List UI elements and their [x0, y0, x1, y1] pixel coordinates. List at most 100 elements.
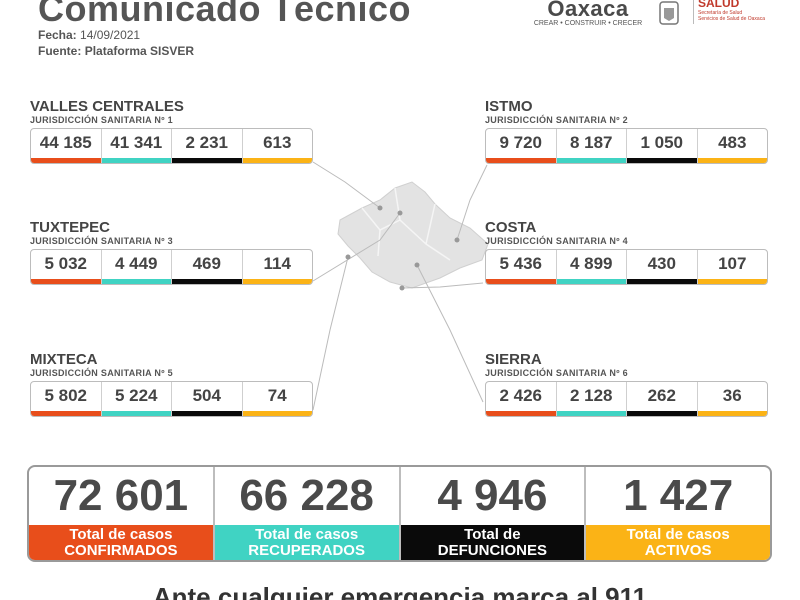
stat-defunciones: 504	[172, 382, 243, 416]
region-stats: 5 802 5 224 504 74	[30, 381, 313, 417]
oaxaca-logo-word: Oaxaca	[547, 0, 629, 21]
stat-value: 5 032	[44, 254, 88, 273]
confirmados-bar	[31, 279, 101, 284]
source-line: Fuente: Plataforma SISVER	[38, 44, 194, 58]
date-label: Fecha:	[38, 28, 77, 42]
total-recuperados: 66 228 Total de casos RECUPERADOS	[214, 467, 401, 560]
stat-value: 483	[718, 133, 747, 152]
total-label-line1: Total de	[464, 526, 521, 543]
stat-confirmados: 5 032	[31, 250, 102, 284]
recuperados-bar	[101, 158, 171, 163]
total-label: Total de casos RECUPERADOS	[214, 525, 399, 560]
region-stats: 9 720 8 187 1 050 483	[485, 128, 768, 164]
region-name: ISTMO	[485, 98, 533, 115]
oaxaca-logo: Oaxaca CREAR • CONSTRUIR • CRECER	[533, 0, 643, 27]
stat-value: 2 128	[569, 386, 613, 405]
total-value: 66 228	[239, 471, 374, 520]
stat-value: 2 426	[499, 386, 543, 405]
stat-value: 41 341	[110, 133, 163, 152]
defunciones-bar	[172, 411, 242, 416]
oaxaca-logo-slogan: CREAR • CONSTRUIR • CRECER	[533, 20, 643, 27]
stat-activos: 36	[697, 382, 767, 416]
stat-activos: 114	[242, 250, 312, 284]
region-jurisdiction: JURISDICCIÓN SANITARIA Nº 4	[485, 236, 628, 246]
total-label-line2: ACTIVOS	[644, 542, 712, 559]
region-valles-centrales: VALLES CENTRALES JURISDICCIÓN SANITARIA …	[30, 99, 313, 164]
government-seal-icon	[659, 1, 679, 25]
confirmados-bar	[31, 158, 101, 163]
source-label: Fuente:	[38, 44, 82, 58]
total-activos: 1 427 Total de casos ACTIVOS	[586, 467, 770, 560]
total-label-line1: Total de casos	[255, 526, 359, 543]
total-label: Total de DEFUNCIONES	[400, 525, 585, 560]
stat-defunciones: 469	[172, 250, 243, 284]
defunciones-bar	[627, 411, 697, 416]
total-value: 1 427	[623, 471, 734, 520]
stat-confirmados: 9 720	[486, 129, 557, 163]
region-jurisdiction: JURISDICCIÓN SANITARIA Nº 5	[30, 368, 173, 378]
stat-value: 107	[718, 254, 747, 273]
recuperados-bar	[101, 279, 171, 284]
stat-value: 469	[192, 254, 221, 273]
stat-value: 8 187	[569, 133, 613, 152]
salud-logo-word: SALUD	[698, 0, 740, 10]
logo-divider	[693, 0, 694, 24]
region-jurisdiction: JURISDICCIÓN SANITARIA Nº 2	[485, 115, 628, 125]
stat-value: 504	[192, 386, 221, 405]
region-name: TUXTEPEC	[30, 219, 111, 236]
region-jurisdiction: JURISDICCIÓN SANITARIA Nº 1	[30, 115, 173, 125]
source-value: Plataforma SISVER	[84, 44, 195, 58]
stat-activos: 107	[697, 250, 767, 284]
activos-bar	[697, 279, 767, 284]
stat-activos: 74	[242, 382, 312, 416]
region-name: COSTA	[485, 219, 537, 236]
activos-bar	[697, 158, 767, 163]
region-stats: 5 436 4 899 430 107	[485, 249, 768, 285]
total-label: Total de casos ACTIVOS	[586, 525, 770, 560]
stat-value: 2 231	[185, 133, 229, 152]
stat-recuperados: 2 128	[556, 382, 627, 416]
salud-logo-sub2: Servicios de Salud de Oaxaca	[698, 16, 765, 22]
stat-value: 44 185	[39, 133, 92, 152]
total-label-line2: RECUPERADOS	[248, 542, 365, 559]
stat-value: 5 436	[499, 254, 543, 273]
total-label-line1: Total de casos	[69, 526, 173, 543]
region-istmo: ISTMO JURISDICCIÓN SANITARIA Nº 2 9 720 …	[485, 99, 768, 164]
stat-activos: 613	[242, 129, 312, 163]
stat-recuperados: 41 341	[101, 129, 172, 163]
total-label: Total de casos CONFIRMADOS	[29, 525, 213, 560]
totals-panel: 72 601 Total de casos CONFIRMADOS 66 228 …	[27, 465, 772, 562]
stat-value: 114	[263, 254, 291, 273]
region-name: VALLES CENTRALES	[30, 98, 184, 115]
stat-defunciones: 262	[627, 382, 698, 416]
confirmados-bar	[31, 411, 101, 416]
total-label-line1: Total de casos	[626, 526, 730, 543]
confirmados-bar	[486, 158, 556, 163]
date-line: Fecha: 14/09/2021	[38, 28, 140, 42]
region-stats: 2 426 2 128 262 36	[485, 381, 768, 417]
region-costa: COSTA JURISDICCIÓN SANITARIA Nº 4 5 436 …	[485, 220, 768, 285]
activos-bar	[242, 279, 312, 284]
region-jurisdiction: JURISDICCIÓN SANITARIA Nº 6	[485, 368, 628, 378]
stat-value: 613	[263, 133, 292, 152]
salud-logo: SALUD Secretaría de Salud Servicios de S…	[698, 0, 772, 22]
total-value: 4 946	[437, 471, 548, 520]
stat-confirmados: 5 802	[31, 382, 102, 416]
stat-defunciones: 430	[627, 250, 698, 284]
page-title: Comunicado Técnico	[38, 0, 412, 29]
stat-value: 74	[267, 386, 287, 405]
stat-defunciones: 1 050	[627, 129, 698, 163]
region-jurisdiction: JURISDICCIÓN SANITARIA Nº 3	[30, 236, 173, 246]
region-name: MIXTECA	[30, 351, 98, 368]
stat-recuperados: 8 187	[556, 129, 627, 163]
region-name: SIERRA	[485, 351, 542, 368]
total-confirmados: 72 601 Total de casos CONFIRMADOS	[29, 467, 215, 560]
defunciones-bar	[627, 158, 697, 163]
activos-bar	[242, 158, 312, 163]
stat-recuperados: 4 899	[556, 250, 627, 284]
stat-value: 430	[647, 254, 676, 273]
stat-recuperados: 5 224	[101, 382, 172, 416]
region-mixteca: MIXTECA JURISDICCIÓN SANITARIA Nº 5 5 80…	[30, 352, 313, 417]
recuperados-bar	[556, 411, 626, 416]
